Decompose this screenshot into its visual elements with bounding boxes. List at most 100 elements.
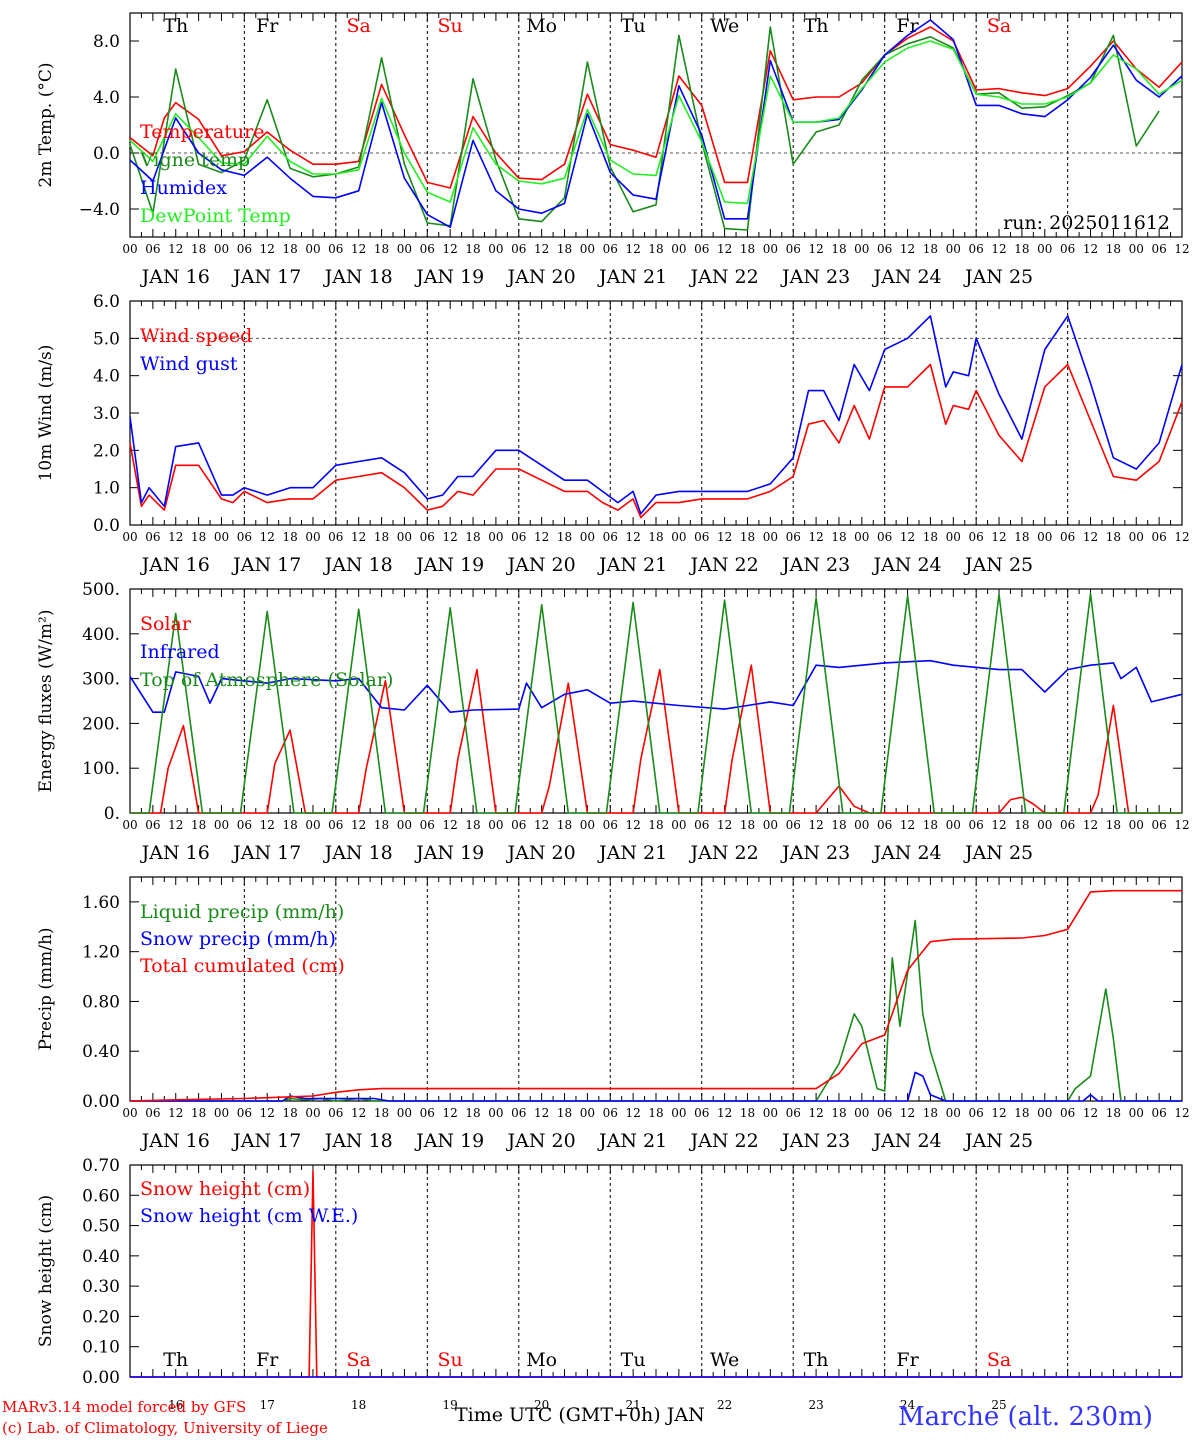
x-hour-label: 06 (237, 818, 252, 832)
x-hour-label: 18 (923, 818, 938, 832)
x-hour-label: 12 (991, 818, 1006, 832)
x-date-label: JAN 23 (780, 1130, 850, 1152)
x-hour-label: 00 (580, 530, 595, 544)
x-hour-label: 12 (168, 242, 183, 256)
legend-entry: DewPoint Temp (140, 205, 291, 227)
x-hour-label: 18 (740, 1106, 755, 1120)
x-hour-label: 06 (145, 242, 160, 256)
x-hour-label: 00 (946, 818, 961, 832)
x-hour-label: 12 (1083, 818, 1098, 832)
y-tick-label: 0.10 (82, 1338, 120, 1358)
x-hour-label: 06 (1060, 242, 1075, 256)
x-date-label: JAN 19 (414, 266, 484, 288)
x-hour-label: 12 (717, 530, 732, 544)
x-hour-label: 00 (1037, 1106, 1052, 1120)
weekday-label: Fr (256, 15, 279, 37)
x-hour-label: 18 (923, 530, 938, 544)
legend-entry: Snow height (cm) (140, 1178, 310, 1200)
weekday-label: Mo (526, 15, 557, 37)
y-tick-label: 0.80 (82, 992, 120, 1012)
x-day-number: 25 (991, 1398, 1006, 1412)
y-tick-label: 1.60 (82, 893, 120, 913)
x-hour-label: 18 (1014, 1106, 1029, 1120)
x-day-number: 21 (625, 1398, 640, 1412)
legend-entry: Infrared (140, 641, 220, 663)
x-hour-label: 12 (1083, 242, 1098, 256)
y-tick-label: 6.0 (93, 292, 120, 312)
y-tick-label: 0.40 (82, 1247, 120, 1267)
x-day-number: 19 (443, 1398, 458, 1412)
x-hour-label: 00 (671, 1106, 686, 1120)
x-date-label: JAN 18 (323, 842, 393, 864)
y-tick-label: 1.0 (93, 479, 120, 499)
x-hour-label: 06 (969, 242, 984, 256)
x-hour-label: 12 (1083, 530, 1098, 544)
x-day-number: 16 (168, 1398, 183, 1412)
x-hour-label: 06 (1151, 818, 1166, 832)
x-hour-label: 00 (763, 530, 778, 544)
x-hour-label: 06 (237, 242, 252, 256)
x-hour-label: 06 (145, 1106, 160, 1120)
series-line-solar (130, 664, 1182, 814)
x-hour-label: 06 (1060, 1106, 1075, 1120)
y-tick-label: 8.0 (93, 32, 120, 52)
x-date-label: JAN 22 (689, 554, 759, 576)
x-hour-label: 18 (1014, 530, 1029, 544)
y-tick-label: 0.30 (82, 1277, 120, 1297)
x-hour-label: 18 (557, 530, 572, 544)
legend-entry: Total cumulated (cm) (140, 955, 345, 977)
run-annotation: run: 2025011612 (1003, 212, 1170, 234)
x-hour-label: 18 (740, 818, 755, 832)
x-hour-label: 06 (420, 818, 435, 832)
x-day-number: 18 (351, 1398, 366, 1412)
x-hour-label: 06 (877, 530, 892, 544)
x-hour-label: 18 (282, 1106, 297, 1120)
x-hour-label: 18 (1014, 818, 1029, 832)
x-hour-label: 18 (557, 1106, 572, 1120)
x-date-label: JAN 22 (689, 1130, 759, 1152)
x-hour-label: 00 (946, 1106, 961, 1120)
x-hour-label: 18 (465, 530, 480, 544)
legend-entry: Humidex (140, 177, 227, 199)
x-hour-label: 12 (625, 530, 640, 544)
weekday-label: Sa (347, 1349, 371, 1371)
weekday-label: Th (804, 15, 829, 37)
x-hour-label: 12 (443, 1106, 458, 1120)
series-line-infrared (129, 659, 1183, 714)
x-hour-label: 06 (969, 530, 984, 544)
x-hour-label: 00 (580, 242, 595, 256)
y-tick-label: 0.0 (93, 144, 120, 164)
x-hour-label: 00 (763, 818, 778, 832)
x-hour-label: 06 (694, 530, 709, 544)
x-hour-label: 12 (808, 530, 823, 544)
x-hour-label: 00 (488, 242, 503, 256)
x-hour-label: 00 (214, 818, 229, 832)
weekday-label: Sa (987, 15, 1011, 37)
y-axis-label: Energy fluxes (W/m²) (36, 610, 56, 793)
x-hour-label: 00 (763, 242, 778, 256)
y-tick-label: −4.0 (79, 200, 120, 220)
x-date-label: JAN 24 (871, 842, 941, 864)
x-hour-label: 12 (900, 530, 915, 544)
x-hour-label: 06 (420, 242, 435, 256)
x-hour-label: 00 (488, 818, 503, 832)
x-hour-label: 00 (122, 818, 137, 832)
x-hour-label: 06 (694, 1106, 709, 1120)
series-line-snow-height-cm- (130, 1170, 1182, 1378)
x-hour-label: 12 (534, 818, 549, 832)
x-hour-label: 00 (214, 530, 229, 544)
x-hour-label: 00 (946, 242, 961, 256)
y-axis-label: 2m Temp. (°C) (36, 62, 56, 187)
y-tick-label: 0.20 (82, 1307, 120, 1327)
x-hour-label: 00 (305, 530, 320, 544)
x-hour-label: 18 (923, 242, 938, 256)
x-hour-label: 00 (580, 1106, 595, 1120)
legend-entry: Liquid precip (mm/h) (140, 901, 344, 923)
x-hour-label: 00 (1129, 530, 1144, 544)
x-date-label: JAN 20 (506, 554, 576, 576)
y-tick-label: 3.0 (93, 404, 120, 424)
x-hour-label: 18 (282, 242, 297, 256)
x-hour-label: 00 (305, 1106, 320, 1120)
legend-entry: Wind gust (140, 353, 238, 375)
x-date-label: JAN 24 (871, 1130, 941, 1152)
